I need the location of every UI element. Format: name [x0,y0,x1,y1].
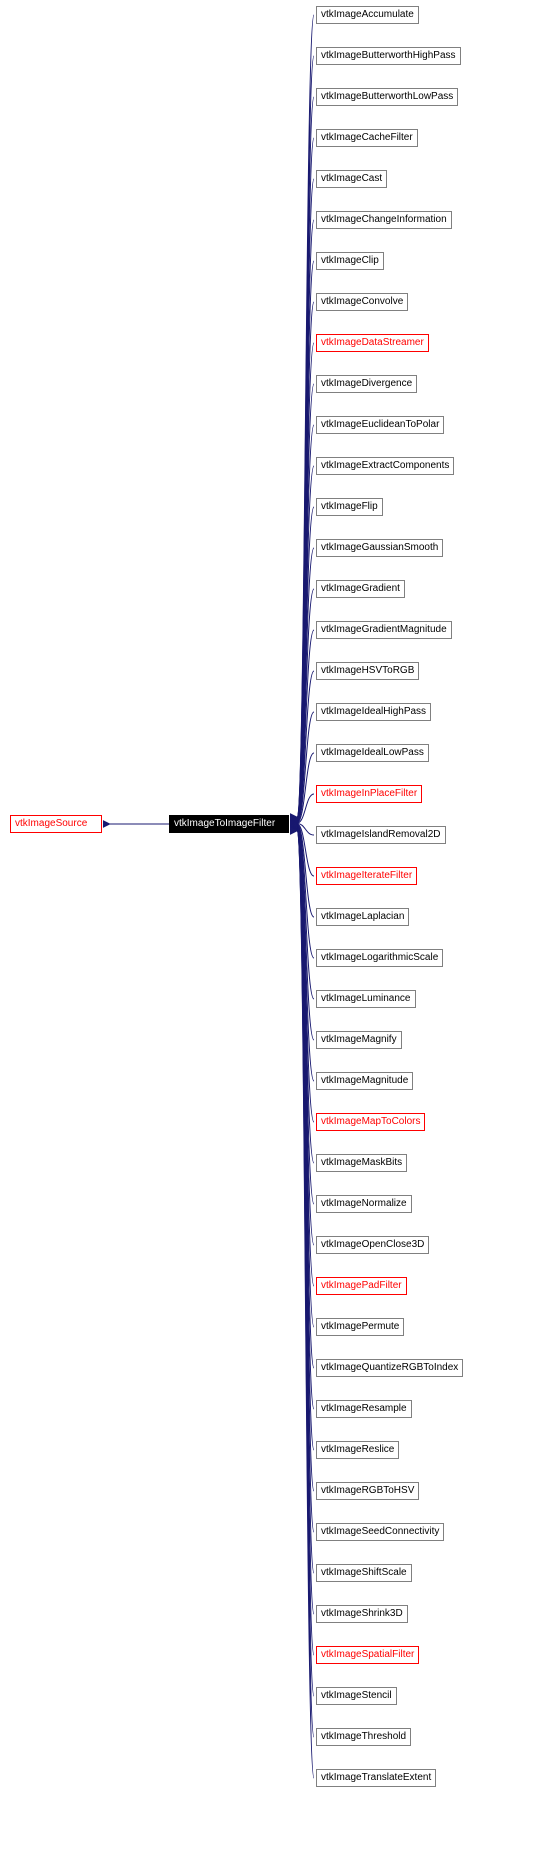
node-vtkImageTranslateExtent[interactable]: vtkImageTranslateExtent [316,1769,436,1787]
node-vtkImageReslice[interactable]: vtkImageReslice [316,1441,399,1459]
node-vtkImageFlip[interactable]: vtkImageFlip [316,498,383,516]
inheritance-diagram: vtkImageToImageFilter vtkImageSource vtkIm… [0,0,546,1856]
node-vtkImageStencil[interactable]: vtkImageStencil [316,1687,397,1705]
node-vtkImageShrink3D[interactable]: vtkImageShrink3D [316,1605,408,1623]
node-vtkImageIterateFilter[interactable]: vtkImageIterateFilter [316,867,417,885]
edge-layer [0,0,546,1856]
node-vtkImageButterworthHighPass[interactable]: vtkImageButterworthHighPass [316,47,461,65]
node-vtkImageAccumulate[interactable]: vtkImageAccumulate [316,6,419,24]
node-vtkImagePadFilter[interactable]: vtkImagePadFilter [316,1277,407,1295]
node-vtkImageClip[interactable]: vtkImageClip [316,252,384,270]
node-vtkImageEuclideanToPolar[interactable]: vtkImageEuclideanToPolar [316,416,444,434]
node-vtkImageShiftScale[interactable]: vtkImageShiftScale [316,1564,412,1582]
node-vtkImageInPlaceFilter[interactable]: vtkImageInPlaceFilter [316,785,422,803]
node-vtkImageSeedConnectivity[interactable]: vtkImageSeedConnectivity [316,1523,444,1541]
node-vtkImageQuantizeRGBToIndex[interactable]: vtkImageQuantizeRGBToIndex [316,1359,463,1377]
node-vtkImageMagnify[interactable]: vtkImageMagnify [316,1031,402,1049]
node-vtkImageNormalize[interactable]: vtkImageNormalize [316,1195,412,1213]
node-vtkImageChangeInformation[interactable]: vtkImageChangeInformation [316,211,452,229]
node-vtkImageDataStreamer[interactable]: vtkImageDataStreamer [316,334,429,352]
node-vtkImageResample[interactable]: vtkImageResample [316,1400,412,1418]
node-vtkImageThreshold[interactable]: vtkImageThreshold [316,1728,411,1746]
node-vtkImageLogarithmicScale[interactable]: vtkImageLogarithmicScale [316,949,443,967]
node-vtkImageSpatialFilter[interactable]: vtkImageSpatialFilter [316,1646,419,1664]
node-vtkImageGradientMagnitude[interactable]: vtkImageGradientMagnitude [316,621,452,639]
node-vtkImageIdealLowPass[interactable]: vtkImageIdealLowPass [316,744,429,762]
node-vtkImageDivergence[interactable]: vtkImageDivergence [316,375,417,393]
node-vtkImageLuminance[interactable]: vtkImageLuminance [316,990,416,1008]
node-vtkImageMagnitude[interactable]: vtkImageMagnitude [316,1072,413,1090]
node-vtkImageConvolve[interactable]: vtkImageConvolve [316,293,408,311]
node-vtkImageCacheFilter[interactable]: vtkImageCacheFilter [316,129,418,147]
node-vtkImageToImageFilter[interactable]: vtkImageToImageFilter [169,815,289,833]
node-vtkImageIslandRemoval2D[interactable]: vtkImageIslandRemoval2D [316,826,446,844]
node-vtkImageExtractComponents[interactable]: vtkImageExtractComponents [316,457,454,475]
node-vtkImageHSVToRGB[interactable]: vtkImageHSVToRGB [316,662,419,680]
node-vtkImageIdealHighPass[interactable]: vtkImageIdealHighPass [316,703,431,721]
node-vtkImageRGBToHSV[interactable]: vtkImageRGBToHSV [316,1482,419,1500]
node-vtkImageMaskBits[interactable]: vtkImageMaskBits [316,1154,407,1172]
node-vtkImageGaussianSmooth[interactable]: vtkImageGaussianSmooth [316,539,443,557]
node-vtkImageCast[interactable]: vtkImageCast [316,170,387,188]
node-vtkImageSource[interactable]: vtkImageSource [10,815,102,833]
node-vtkImageOpenClose3D[interactable]: vtkImageOpenClose3D [316,1236,429,1254]
node-vtkImageLaplacian[interactable]: vtkImageLaplacian [316,908,409,926]
node-vtkImageMapToColors[interactable]: vtkImageMapToColors [316,1113,425,1131]
node-vtkImagePermute[interactable]: vtkImagePermute [316,1318,404,1336]
node-vtkImageButterworthLowPass[interactable]: vtkImageButterworthLowPass [316,88,458,106]
node-vtkImageGradient[interactable]: vtkImageGradient [316,580,405,598]
